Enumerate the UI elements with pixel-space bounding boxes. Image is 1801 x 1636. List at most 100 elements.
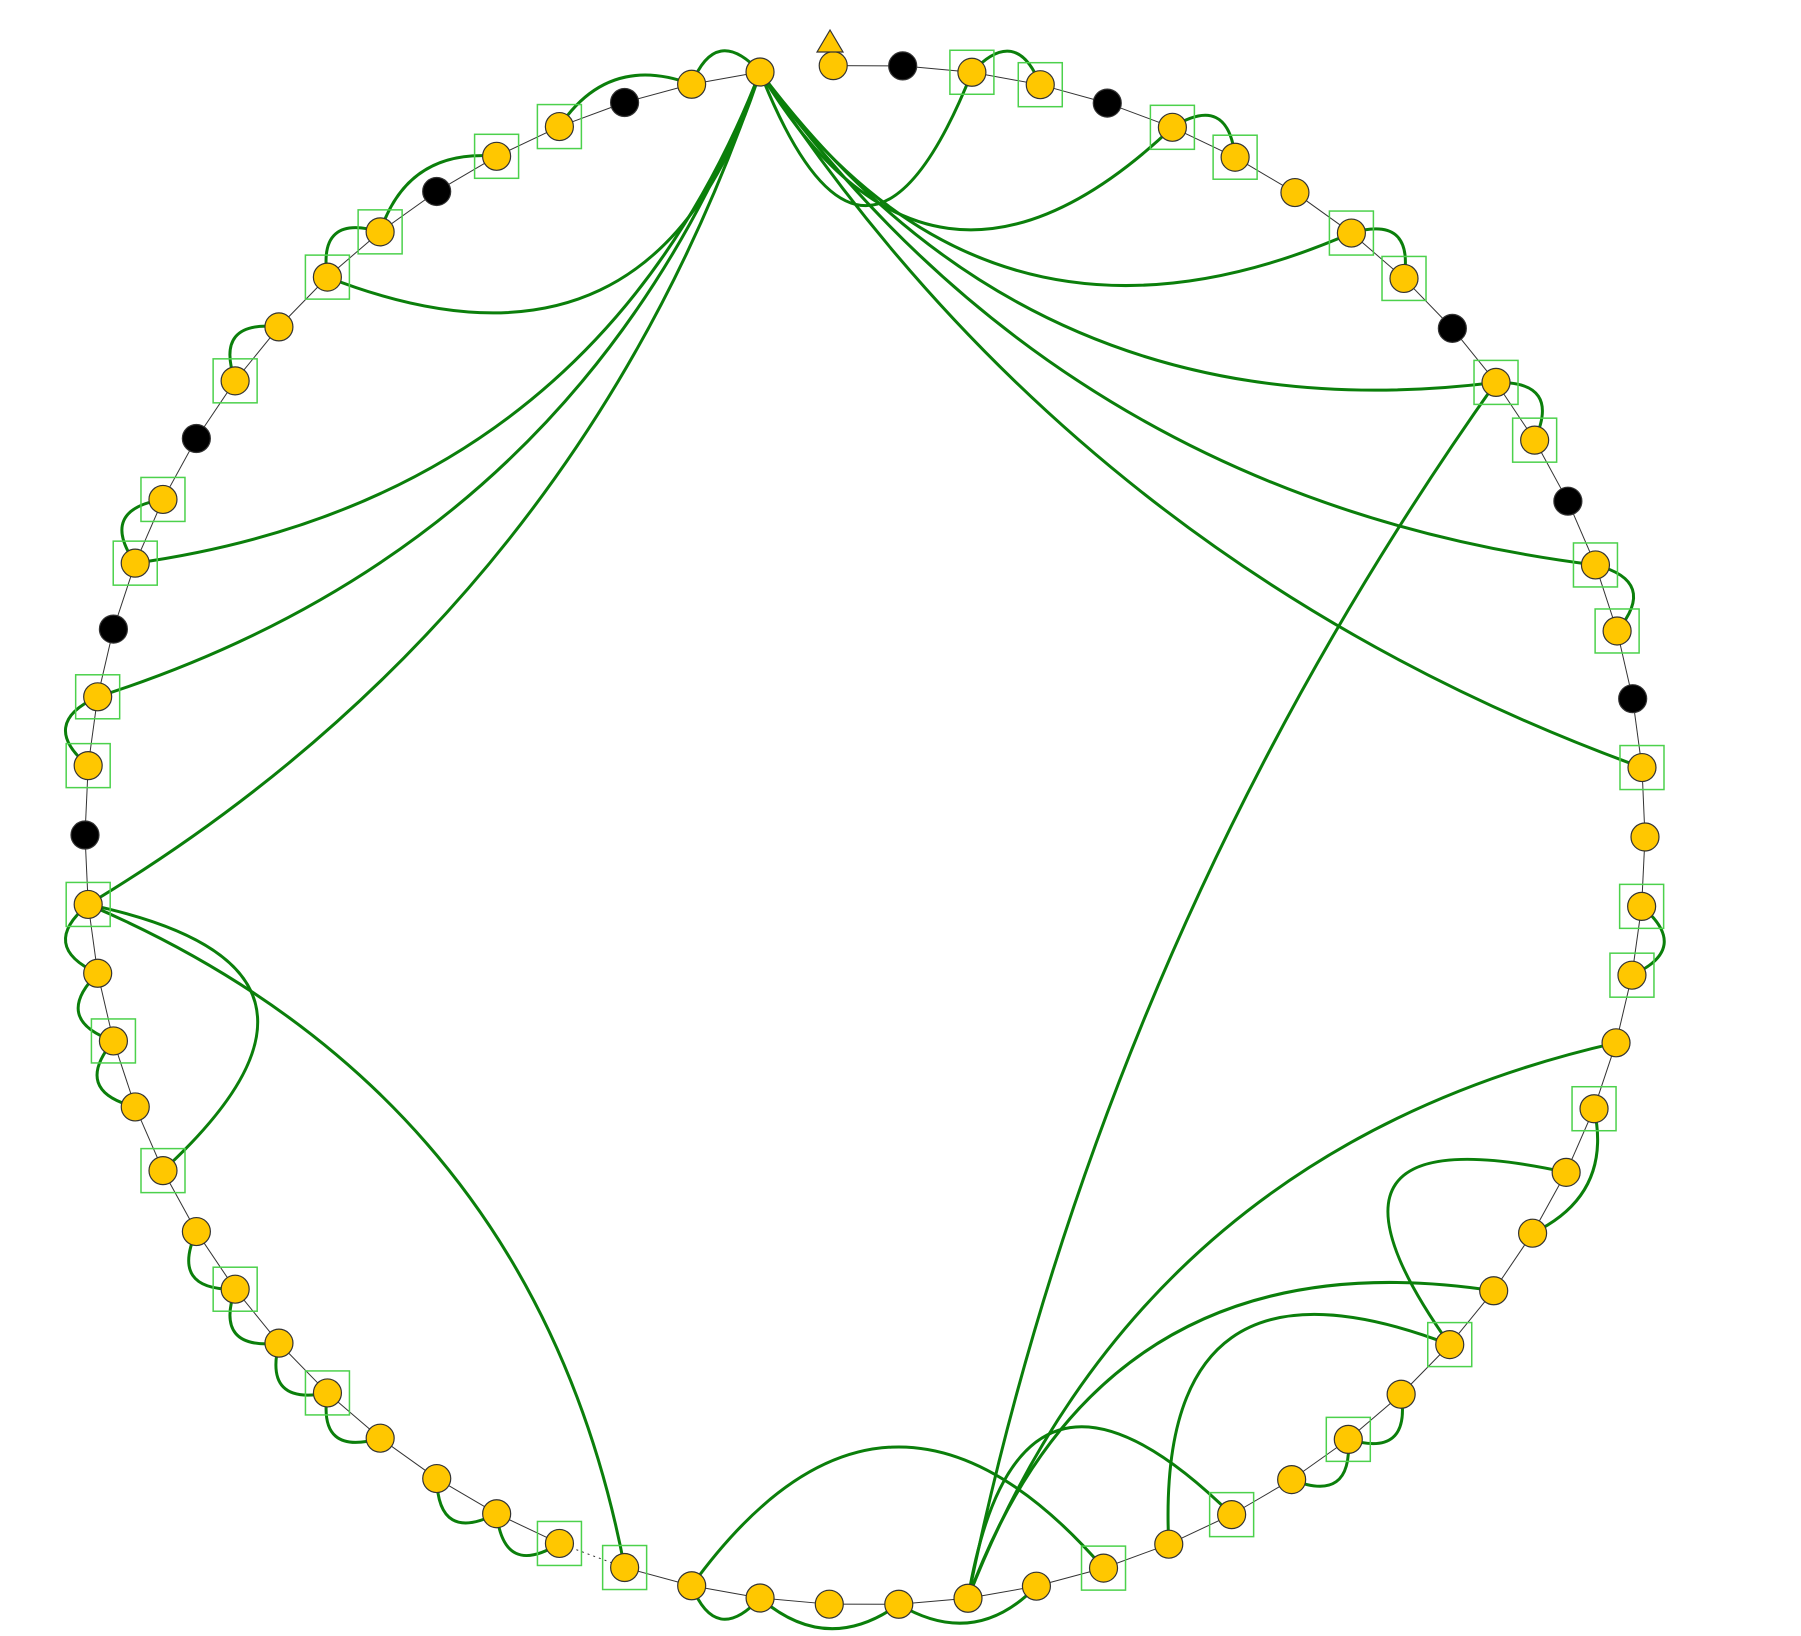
yellow-node — [1602, 616, 1632, 646]
yellow-node — [677, 69, 707, 99]
yellow-node — [98, 1026, 129, 1056]
node-highlight-box — [357, 209, 403, 255]
yellow-node — [1021, 1571, 1052, 1601]
node-highlight-box — [1426, 1321, 1473, 1368]
black-node — [1437, 313, 1467, 343]
node-highlight-box — [949, 49, 995, 96]
edge-arrow — [690, 1445, 1105, 1587]
yellow-node — [83, 958, 113, 988]
edge-arrow — [96, 71, 762, 699]
node-highlight-box — [536, 1520, 583, 1567]
black-node — [1553, 486, 1583, 516]
yellow-node — [1479, 1276, 1509, 1306]
yellow-node — [1481, 367, 1511, 398]
yellow-node — [1220, 142, 1250, 172]
yellow-node — [1601, 1028, 1631, 1058]
yellow-node — [264, 312, 294, 342]
yellow-node — [1154, 1529, 1184, 1559]
edge-arrow — [759, 1596, 900, 1631]
yellow-node — [120, 1092, 150, 1122]
black-node — [70, 820, 100, 850]
edge-arrow — [87, 903, 627, 1569]
black-node — [422, 176, 452, 207]
yellow-node — [312, 1378, 343, 1408]
black-node — [888, 51, 918, 81]
node-highlight-box — [1017, 61, 1064, 108]
edge-arrow — [758, 71, 1174, 232]
yellow-node — [953, 1583, 983, 1613]
edge-arrow — [87, 902, 260, 1172]
node-highlight-box — [74, 674, 121, 720]
yellow-node — [1627, 752, 1657, 783]
edge-arrow — [758, 71, 974, 208]
node-highlight-box — [304, 1370, 351, 1416]
hub-node — [745, 57, 775, 87]
yellow-node — [1025, 70, 1055, 100]
edge-arrow — [758, 71, 1597, 568]
yellow-node — [1386, 1379, 1416, 1409]
yellow-node — [312, 262, 342, 292]
yellow-node — [220, 1274, 250, 1304]
node-highlight-box — [65, 742, 111, 789]
black-node — [98, 614, 129, 644]
node-highlight-box — [140, 476, 186, 523]
yellow-node — [1551, 1157, 1581, 1187]
node-highlight-box — [1511, 417, 1558, 463]
node-highlight-box — [536, 103, 583, 150]
edge-arrow — [134, 71, 762, 566]
yellow-node — [73, 889, 103, 920]
node-highlight-box — [1473, 359, 1519, 406]
yellow-node — [73, 751, 103, 781]
node-highlight-box — [1618, 883, 1665, 930]
edge-arrow — [758, 71, 1353, 287]
yellow-node — [814, 1589, 844, 1619]
yellow-node — [181, 1216, 211, 1247]
edge-arrow — [758, 71, 1643, 769]
node-highlight-box — [473, 133, 520, 180]
node-highlight-box — [304, 254, 351, 300]
node-highlight-box — [65, 881, 111, 928]
yellow-node — [264, 1328, 294, 1358]
yellow-node — [1580, 550, 1611, 580]
node-highlight-boxes — [65, 49, 1665, 1591]
yellow-node — [365, 1423, 395, 1453]
edge-arrow — [1386, 1157, 1568, 1346]
node-highlight-box — [1208, 1491, 1255, 1538]
yellow-node — [220, 366, 250, 396]
yellow-node — [544, 1528, 575, 1559]
yellow-node — [422, 1463, 452, 1494]
node-highlight-box — [1609, 952, 1655, 998]
yellow-node — [1520, 425, 1550, 455]
black-node — [181, 423, 211, 454]
yellow-node — [1333, 1424, 1363, 1454]
yellow-node — [481, 141, 512, 171]
yellow-node — [1517, 1218, 1548, 1248]
yellow-node — [1157, 112, 1187, 142]
yellow-node — [745, 1583, 775, 1613]
yellow-node — [1617, 960, 1647, 990]
graph-nodes — [70, 51, 1660, 1619]
yellow-node — [83, 682, 113, 712]
node-highlight-box — [1571, 1085, 1617, 1132]
black-node — [1092, 88, 1122, 118]
edge-arrow — [326, 71, 762, 315]
edge-arrow — [898, 1585, 1038, 1625]
yellow-node — [1627, 891, 1657, 921]
edge-arrow — [966, 1040, 1618, 1599]
black-node — [1618, 684, 1648, 714]
node-highlight-box — [1381, 255, 1427, 302]
node-highlight-box — [112, 540, 158, 586]
node-highlight-box — [1572, 542, 1619, 588]
yellow-node — [957, 57, 987, 87]
node-highlight-box — [1212, 134, 1258, 180]
yellow-node — [1630, 822, 1660, 852]
yellow-node — [148, 1156, 178, 1186]
yellow-node — [1217, 1500, 1247, 1530]
yellow-node — [1579, 1094, 1609, 1124]
edge-arrow — [87, 71, 762, 906]
start-marker — [815, 28, 845, 53]
node-highlight-box — [1080, 1545, 1127, 1591]
yellow-node — [120, 548, 150, 578]
